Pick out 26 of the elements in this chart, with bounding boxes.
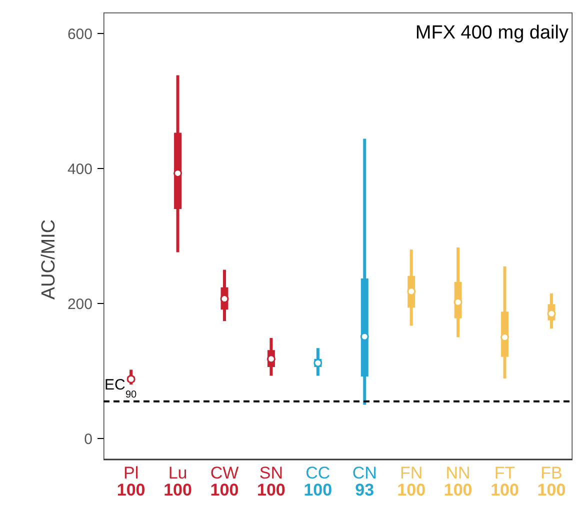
text: MFX 400 mg daily (415, 22, 569, 44)
y-tick-label: 200 (67, 296, 93, 314)
y-axis-title: AUC/MIC (38, 219, 60, 300)
x-tick-label: FN (400, 464, 423, 482)
text: 100 (116, 480, 146, 500)
text: 93 (355, 480, 374, 500)
y-tick-label: 0 (84, 431, 92, 448)
text: 100 (537, 480, 566, 500)
x-tick-label: NN (446, 464, 470, 482)
x-tick-label: Pl (124, 464, 139, 482)
text: 100 (490, 480, 519, 500)
x-tick-label: SN (259, 464, 284, 482)
text: 100 (444, 480, 472, 500)
text: 100 (210, 480, 239, 500)
x-tick-label: Lu (168, 464, 188, 482)
text: 100 (304, 480, 332, 500)
x-tick-label: FT (494, 464, 516, 482)
y-tick-label: 600 (67, 26, 93, 43)
text: 100 (397, 480, 426, 500)
text: 100 (164, 480, 192, 500)
y-tick-label: 400 (67, 160, 93, 178)
x-tick-label: CW (210, 464, 239, 482)
text: 100 (257, 480, 286, 500)
x-tick-label: CC (306, 464, 330, 482)
x-tick-label: CN (352, 464, 377, 482)
x-tick-label: FB (540, 464, 562, 482)
